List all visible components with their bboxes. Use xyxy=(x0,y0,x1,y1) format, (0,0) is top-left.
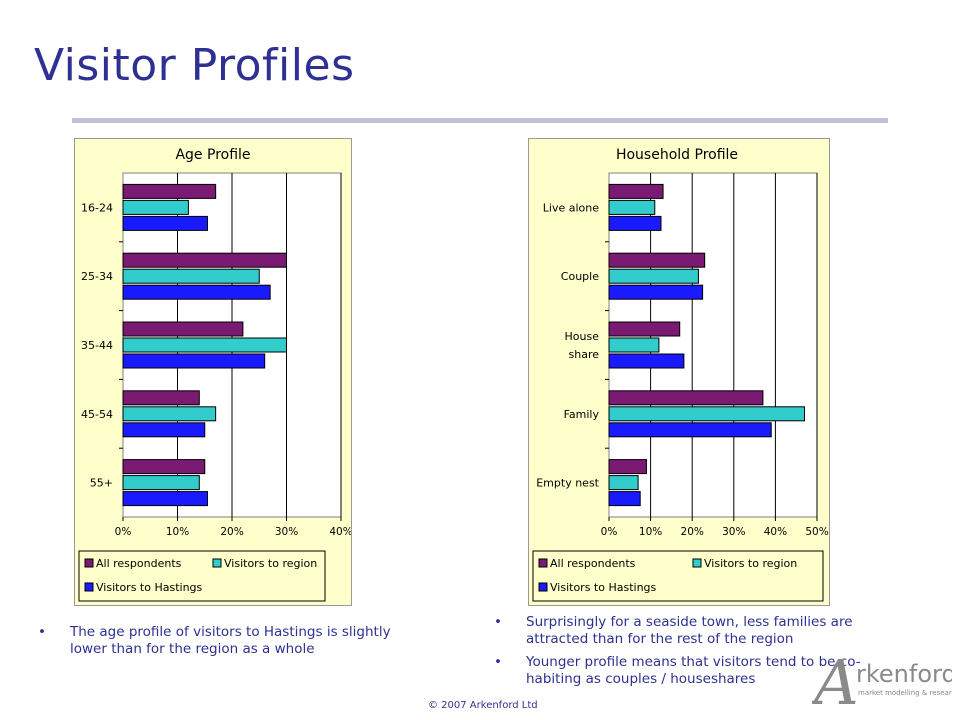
household-profile-chart: Household Profile 0% 10% 20% 30% 40% 50% Live a… xyxy=(528,138,830,606)
legend-swatch xyxy=(84,582,94,592)
category-label: share xyxy=(569,348,600,361)
legend-box xyxy=(532,550,824,602)
bar xyxy=(608,459,647,475)
legend-swatch xyxy=(84,558,94,568)
bar xyxy=(608,337,660,353)
legend-swatch xyxy=(538,558,548,568)
category-label: 55+ xyxy=(90,477,113,490)
bar xyxy=(608,252,706,268)
x-tick-label: 0% xyxy=(115,526,132,538)
x-tick-label: 40% xyxy=(764,526,787,538)
category-label: 35-44 xyxy=(81,339,113,352)
bar xyxy=(608,491,641,507)
bar xyxy=(122,406,217,422)
legend-label: All respondents xyxy=(96,557,182,570)
chart-title: Household Profile xyxy=(616,147,738,163)
category-label: 25-34 xyxy=(81,270,113,283)
x-tick-label: 10% xyxy=(639,526,662,538)
bar xyxy=(122,199,189,215)
bar xyxy=(608,475,639,491)
legend-swatch xyxy=(212,558,222,568)
bar xyxy=(122,475,200,491)
category-label: Couple xyxy=(561,270,599,283)
category-label: 16-24 xyxy=(81,201,113,214)
right-bullet-list: Surprisingly for a seaside town, less fa… xyxy=(494,614,864,694)
bar xyxy=(122,353,266,369)
bar xyxy=(122,183,217,199)
bar xyxy=(608,268,699,284)
bar xyxy=(122,252,287,268)
bar xyxy=(608,183,664,199)
logo-tagline: market modelling & research xyxy=(858,689,952,697)
x-tick-label: 30% xyxy=(722,526,745,538)
x-tick-label: 20% xyxy=(220,526,243,538)
household-profile-svg: Household Profile 0% 10% 20% 30% 40% 50% Live a… xyxy=(532,147,829,602)
category-label: Family xyxy=(564,408,600,421)
bar xyxy=(608,321,681,337)
logo-word: rkenford xyxy=(856,660,952,688)
bar xyxy=(122,268,260,284)
x-tick-label: 10% xyxy=(166,526,189,538)
category-label: Empty nest xyxy=(536,477,599,490)
bar xyxy=(122,337,287,353)
bar xyxy=(122,284,271,300)
legend-label: All respondents xyxy=(550,557,636,570)
chart-title: Age Profile xyxy=(175,147,250,163)
legend-swatch xyxy=(538,582,548,592)
page-title: Visitor Profiles xyxy=(34,40,355,91)
x-tick-label: 40% xyxy=(329,526,351,538)
bar xyxy=(608,215,662,231)
copyright-text: © 2007 Arkenford Ltd xyxy=(428,700,538,711)
age-profile-chart: Age Profile 0% 10% 20% 30% 40% 16-24 25-34 35-44… xyxy=(74,138,352,606)
legend-swatch xyxy=(692,558,702,568)
legend-label: Visitors to Hastings xyxy=(550,581,657,594)
x-tick-label: 20% xyxy=(681,526,704,538)
x-tick-label: 50% xyxy=(805,526,828,538)
title-rule xyxy=(72,118,888,123)
legend-label: Visitors to Hastings xyxy=(96,581,203,594)
bar xyxy=(122,215,208,231)
x-tick-label: 30% xyxy=(275,526,298,538)
bar xyxy=(122,491,208,507)
category-label: 45-54 xyxy=(81,408,113,421)
legend-label: Visitors to region xyxy=(704,557,797,570)
bar xyxy=(608,353,685,369)
bar xyxy=(608,422,772,438)
category-label: Live alone xyxy=(543,201,599,214)
bar xyxy=(608,390,764,406)
bar xyxy=(122,422,206,438)
bar xyxy=(122,390,200,406)
category-label: House xyxy=(565,330,600,343)
right-bullet-item: Surprisingly for a seaside town, less fa… xyxy=(494,614,864,648)
bar xyxy=(608,199,656,215)
right-bullet-item: Younger profile means that visitors tend… xyxy=(494,654,864,688)
logo-letter: A xyxy=(812,646,859,710)
bar xyxy=(122,321,244,337)
legend-label: Visitors to region xyxy=(224,557,317,570)
legend-box xyxy=(78,550,326,602)
bar xyxy=(608,406,806,422)
left-bullet-item: The age profile of visitors to Hastings … xyxy=(38,624,398,658)
x-tick-label: 0% xyxy=(601,526,618,538)
arkenford-logo: A rkenford market modelling & research xyxy=(812,646,952,710)
bar xyxy=(122,459,206,475)
left-bullet-list: The age profile of visitors to Hastings … xyxy=(38,624,398,664)
age-profile-svg: Age Profile 0% 10% 20% 30% 40% 16-24 25-34 35-44… xyxy=(78,147,351,602)
bar xyxy=(608,284,704,300)
